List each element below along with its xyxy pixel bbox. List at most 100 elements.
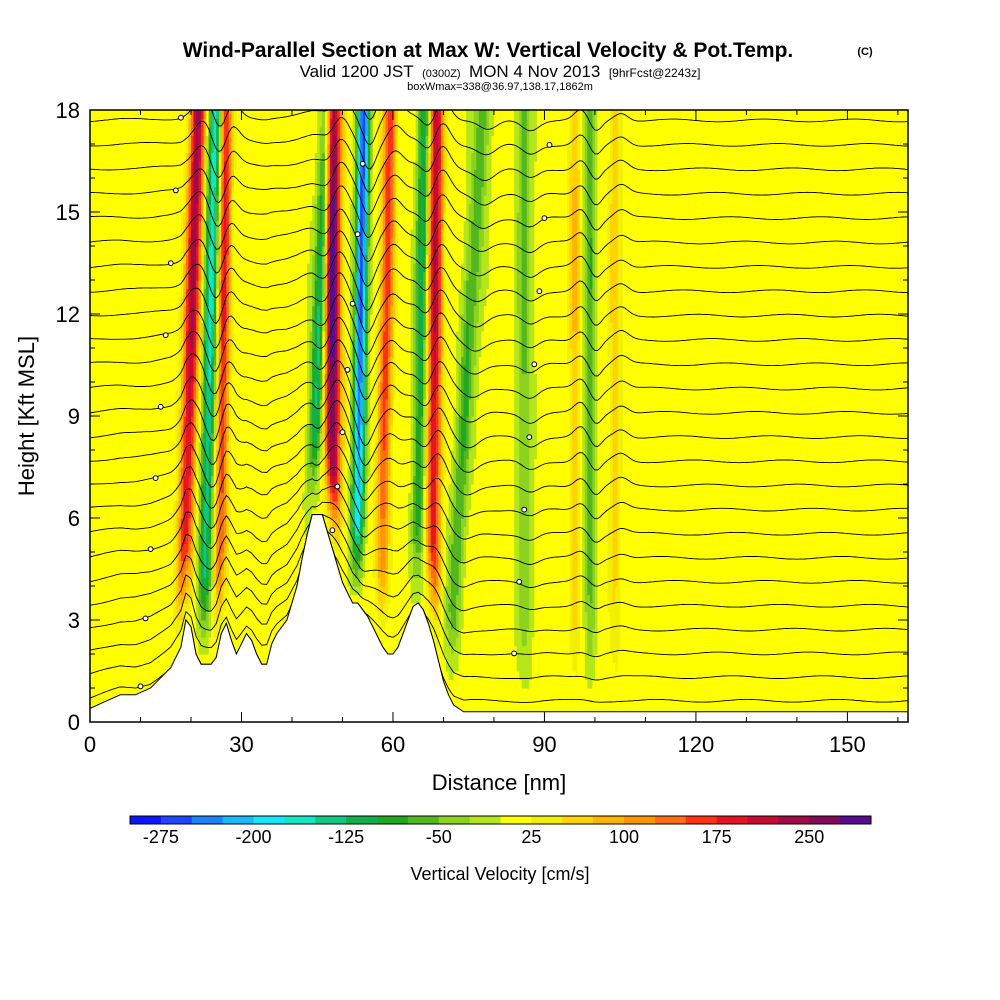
velocity-cell	[92, 203, 96, 213]
velocity-cell	[127, 297, 131, 307]
velocity-cell	[137, 628, 142, 638]
velocity-cell	[110, 484, 114, 494]
velocity-cell	[127, 467, 131, 477]
velocity-cell	[148, 212, 152, 222]
velocity-cell	[132, 407, 137, 417]
velocity-cell	[120, 654, 124, 664]
velocity-cell	[143, 271, 147, 281]
velocity-cell	[107, 492, 111, 502]
velocity-cell	[145, 586, 149, 596]
velocity-cell	[150, 288, 154, 298]
velocity-cell	[107, 637, 111, 647]
velocity-cell	[97, 254, 101, 264]
velocity-cell	[100, 390, 104, 400]
velocity-cell	[143, 169, 147, 179]
velocity-cell	[132, 331, 137, 341]
velocity-cell	[150, 280, 154, 290]
velocity-cell	[100, 662, 104, 672]
velocity-cell	[127, 373, 131, 383]
velocity-cell	[110, 518, 114, 528]
velocity-cell	[135, 484, 139, 494]
velocity-cell	[110, 679, 114, 689]
velocity-cell	[95, 577, 99, 587]
velocity-cell	[97, 688, 101, 698]
velocity-cell	[115, 203, 119, 213]
velocity-cell	[143, 679, 147, 689]
velocity-cell	[97, 288, 101, 298]
velocity-cell	[150, 186, 154, 196]
velocity-cell	[100, 441, 104, 451]
velocity-cell	[112, 518, 116, 528]
velocity-cell	[135, 339, 139, 349]
velocity-cell	[92, 390, 96, 400]
velocity-cell	[95, 501, 99, 511]
velocity-cell	[122, 475, 126, 485]
velocity-cell	[92, 246, 96, 256]
velocity-cell	[140, 152, 144, 162]
velocity-cell	[105, 407, 109, 417]
velocity-cell	[145, 280, 149, 290]
velocity-cell	[150, 118, 154, 128]
velocity-cell	[102, 696, 106, 706]
velocity-cell	[127, 271, 131, 281]
velocity-cell	[115, 229, 119, 239]
velocity-cell	[135, 195, 139, 205]
velocity-cell	[148, 229, 152, 239]
velocity-cell	[95, 688, 99, 698]
copyright-mark: (C)	[857, 46, 873, 58]
velocity-cell	[92, 110, 96, 120]
velocity-cell	[100, 637, 104, 647]
velocity-cell	[132, 526, 137, 536]
velocity-cell	[150, 552, 154, 562]
velocity-cell	[100, 135, 104, 145]
velocity-cell	[107, 560, 111, 570]
velocity-cell	[130, 535, 134, 545]
velocity-cell	[145, 356, 149, 366]
velocity-cell	[137, 399, 142, 409]
velocity-cell	[107, 509, 111, 519]
velocity-cell	[95, 127, 99, 137]
velocity-cell	[105, 441, 109, 451]
velocity-cell	[100, 416, 104, 426]
velocity-cell	[135, 203, 139, 213]
velocity-cell	[148, 280, 152, 290]
velocity-cell	[105, 237, 109, 247]
velocity-cell	[117, 399, 121, 409]
velocity-cell	[117, 671, 121, 681]
velocity-cell	[95, 220, 99, 230]
velocity-cell	[95, 254, 99, 264]
velocity-cell	[100, 458, 104, 468]
velocity-cell	[97, 441, 101, 451]
velocity-cell	[122, 416, 126, 426]
velocity-cell	[105, 161, 109, 171]
velocity-cell	[112, 526, 116, 536]
velocity-cell	[90, 628, 94, 638]
velocity-cell	[145, 365, 149, 375]
velocity-cell	[97, 305, 101, 315]
velocity-cell	[92, 611, 96, 621]
velocity-cell	[150, 314, 154, 324]
velocity-cell	[130, 399, 134, 409]
velocity-cell	[125, 475, 129, 485]
velocity-cell	[105, 178, 109, 188]
velocity-cell	[100, 450, 104, 460]
velocity-cell	[145, 322, 149, 332]
velocity-cell	[107, 416, 111, 426]
velocity-cell	[122, 671, 126, 681]
velocity-cell	[148, 407, 152, 417]
velocity-cell	[102, 246, 106, 256]
velocity-cell	[122, 246, 126, 256]
velocity-cell	[140, 339, 144, 349]
velocity-cell	[145, 195, 149, 205]
velocity-cell	[95, 679, 99, 689]
velocity-cell	[132, 365, 137, 375]
velocity-cell	[90, 390, 94, 400]
velocity-cell	[117, 288, 121, 298]
velocity-cell	[148, 152, 152, 162]
velocity-cell	[112, 365, 116, 375]
velocity-cell	[105, 509, 109, 519]
velocity-cell	[105, 560, 109, 570]
velocity-cell	[112, 127, 116, 137]
velocity-cell	[117, 246, 121, 256]
velocity-cell	[148, 322, 152, 332]
